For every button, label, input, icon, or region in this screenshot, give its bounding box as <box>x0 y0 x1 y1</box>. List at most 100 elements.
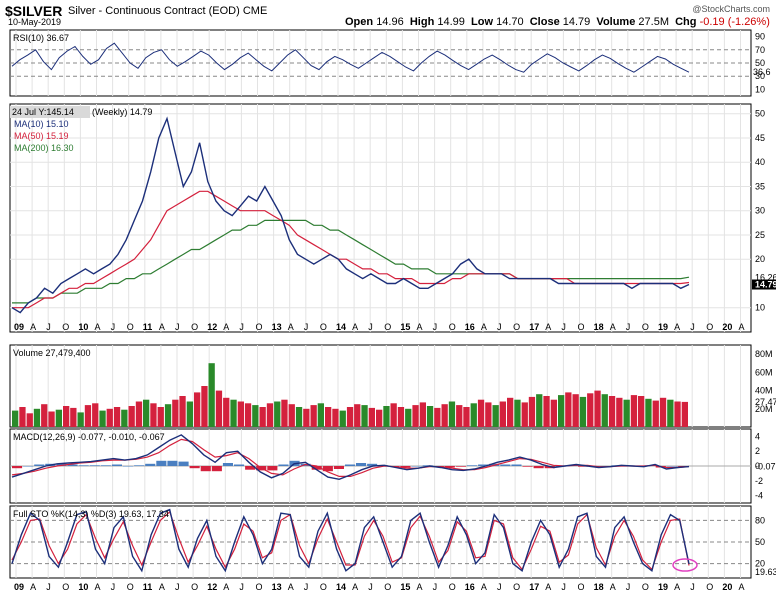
sto-title: Full STO %K(14,3) %D(3) 19.63, 17.34 <box>13 509 169 519</box>
volume-bar <box>12 410 19 427</box>
volume-bar <box>346 407 354 427</box>
volume-bar <box>186 401 193 427</box>
macd-histogram-bar <box>178 461 189 466</box>
macd-histogram-bar <box>345 464 356 466</box>
x-tick-label: O <box>191 322 198 332</box>
macd-tick-label: -4 <box>755 491 763 501</box>
volume-tick-label: 20M <box>755 404 773 414</box>
macd-histogram-bar <box>322 466 333 472</box>
bottom-x-tick-label: O <box>256 582 263 592</box>
volume-bar <box>274 401 281 427</box>
price-tick-label: 16.26 <box>755 272 776 282</box>
volume-bar <box>48 411 55 427</box>
bottom-x-tick-label: J <box>497 582 502 592</box>
volume-bar <box>543 396 550 427</box>
x-tick-label: 14 <box>336 322 346 332</box>
volume-bar <box>99 410 106 427</box>
ohlc-readout: Open 14.96 High 14.99 Low 14.70 Close 14… <box>345 16 770 28</box>
bottom-x-tick-label: O <box>191 582 198 592</box>
x-tick-label: A <box>739 322 745 332</box>
x-tick-label: 10 <box>78 322 88 332</box>
volume-label: Volume <box>596 16 636 28</box>
sto-tick-label: 19.63 <box>755 567 776 577</box>
volume-tick-label: 60M <box>755 367 773 377</box>
macd-histogram-bar <box>455 466 466 467</box>
volume-bar <box>579 396 587 427</box>
macd-histogram-bar <box>145 463 156 466</box>
volume-bar <box>565 392 572 427</box>
bottom-x-tick-label: J <box>561 582 566 592</box>
macd-histogram-bar <box>156 460 167 466</box>
volume-bar <box>536 394 543 427</box>
macd-histogram-bar <box>411 466 422 467</box>
hover-tag-bg <box>10 106 90 118</box>
volume-bar <box>26 413 33 427</box>
volume-bar <box>143 399 150 427</box>
bottom-x-tick-label: A <box>95 582 101 592</box>
macd-tick-label: 4 <box>755 431 760 441</box>
macd-histogram-bar <box>222 463 233 466</box>
bottom-x-tick-label: O <box>384 582 391 592</box>
x-tick-label: A <box>610 322 616 332</box>
bottom-x-tick-label: 18 <box>594 582 604 592</box>
macd-histogram-bar <box>100 465 111 466</box>
volume-bar <box>550 399 557 427</box>
x-tick-label: A <box>417 322 423 332</box>
price-tick-label: 14.79 <box>755 280 776 290</box>
volume-bar <box>470 403 477 427</box>
bottom-x-tick-label: O <box>449 582 456 592</box>
low-label: Low <box>471 16 494 28</box>
bottom-x-tick-label: A <box>739 582 745 592</box>
x-tick-label: J <box>433 322 438 332</box>
x-tick-label: 13 <box>272 322 282 332</box>
volume-bar <box>528 396 536 427</box>
x-tick-label: A <box>481 322 487 332</box>
bottom-x-tick-label: 15 <box>400 582 410 592</box>
volume-bar <box>70 407 77 427</box>
x-tick-label: 19 <box>658 322 668 332</box>
volume-bar <box>383 406 390 427</box>
open-value: 14.96 <box>376 16 404 28</box>
x-tick-label: O <box>256 322 263 332</box>
bottom-x-tick-label: A <box>481 582 487 592</box>
volume-bar <box>179 396 186 427</box>
macd-histogram-bar <box>311 466 322 470</box>
ma200-legend: MA(200) 16.30 <box>14 143 74 153</box>
x-tick-label: A <box>30 322 36 332</box>
price-tick-label: 25 <box>755 230 765 240</box>
volume-bar <box>572 394 579 427</box>
hover-tag: 24 Jul Y:145.14 <box>12 107 74 117</box>
x-tick-label: O <box>706 322 713 332</box>
volume-tick-label: 80M <box>755 349 773 359</box>
x-tick-label: J <box>497 322 502 332</box>
price-tick-label: 20 <box>755 254 765 264</box>
macd-histogram-bar <box>123 466 134 467</box>
volume-bar <box>325 407 332 427</box>
volume-bar <box>19 407 26 427</box>
low-value: 14.70 <box>496 16 524 28</box>
symbol-description: Silver - Continuous Contract (EOD) <box>68 5 240 17</box>
bottom-x-tick-label: O <box>706 582 713 592</box>
bottom-x-tick-label: 13 <box>272 582 282 592</box>
volume-tick-label: 27.47 <box>755 397 776 407</box>
volume-bar <box>463 407 470 427</box>
rsi-title: RSI(10) 36.67 <box>13 33 69 43</box>
macd-histogram-bar <box>12 466 23 469</box>
price-last-marker <box>752 279 776 290</box>
bottom-x-tick-label: 17 <box>529 582 539 592</box>
price-line <box>11 116 690 314</box>
macd-title: MACD(12,26,9) -0.077, -0.010, -0.067 <box>13 432 165 442</box>
volume-bar <box>121 409 128 427</box>
bottom-x-tick-label: A <box>288 582 294 592</box>
volume-title: Volume 27,479,400 <box>13 348 91 358</box>
volume-bar <box>252 405 259 427</box>
volume-bar <box>645 398 652 427</box>
rsi-tick-label: 30 <box>755 71 765 81</box>
bottom-x-tick-label: A <box>417 582 423 592</box>
x-tick-label: O <box>320 322 327 332</box>
bottom-x-tick-label: 12 <box>207 582 217 592</box>
bottom-x-tick-label: O <box>127 582 134 592</box>
bottom-x-tick-label: O <box>320 582 327 592</box>
bottom-x-tick-label: J <box>368 582 373 592</box>
